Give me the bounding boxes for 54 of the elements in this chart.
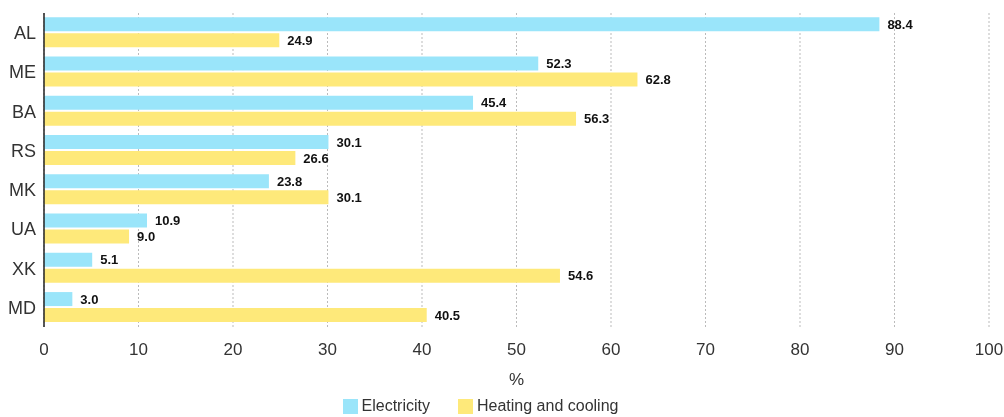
bar	[44, 56, 539, 71]
data-label: 3.0	[80, 291, 99, 307]
data-label: 40.5	[434, 307, 461, 323]
data-label: 30.1	[336, 189, 362, 205]
x-tick-label: 30	[318, 340, 337, 360]
bar	[44, 111, 577, 126]
x-tick-label: 0	[39, 340, 49, 360]
y-tick-label: MK	[9, 180, 36, 201]
y-tick-label: XK	[11, 258, 36, 279]
legend-label: Electricity	[361, 397, 430, 414]
x-tick-label: 50	[507, 340, 526, 360]
x-tick-label: 90	[885, 340, 904, 360]
bar	[44, 308, 427, 323]
bar	[44, 151, 296, 166]
x-tick-label: 40	[412, 340, 432, 360]
data-label: 88.4	[887, 16, 914, 32]
bar	[44, 95, 474, 110]
data-label: 10.9	[155, 213, 181, 229]
bar	[44, 268, 560, 283]
legend-label: Heating and cooling	[477, 397, 619, 414]
bar	[44, 213, 148, 228]
data-label: 52.3	[546, 56, 572, 72]
bar	[44, 292, 73, 307]
data-label: 23.8	[276, 173, 303, 189]
bar	[44, 190, 329, 205]
bar	[44, 135, 329, 150]
data-label: 9.0	[137, 229, 156, 245]
data-label: 26.6	[303, 150, 329, 166]
data-label: 45.4	[481, 95, 508, 111]
y-tick-label: AL	[13, 23, 36, 44]
x-tick-label: 80	[790, 340, 810, 360]
y-tick-label: MD	[8, 297, 36, 318]
bar	[44, 252, 93, 267]
x-axis-title: %	[508, 370, 525, 389]
x-tick-label: 70	[696, 340, 715, 360]
bar	[44, 72, 638, 87]
data-label: 56.3	[584, 111, 610, 127]
y-tick-label: BA	[11, 101, 36, 122]
data-label: 30.1	[336, 134, 362, 150]
x-tick-label: 10	[129, 340, 148, 360]
y-tick-label: UA	[10, 219, 36, 240]
y-tick-label: ME	[9, 62, 36, 83]
data-label: 62.8	[645, 72, 671, 88]
data-label: 5.1	[100, 252, 119, 268]
x-tick-label: 60	[601, 340, 621, 360]
bar	[44, 229, 130, 244]
data-label: 54.6	[567, 268, 594, 284]
data-label: 24.9	[287, 32, 313, 48]
bar	[44, 174, 269, 189]
bar	[44, 33, 280, 48]
x-tick-label: 100	[974, 340, 1004, 360]
bar	[44, 17, 880, 32]
y-tick-label: RS	[10, 140, 36, 161]
x-tick-label: 20	[223, 340, 243, 360]
